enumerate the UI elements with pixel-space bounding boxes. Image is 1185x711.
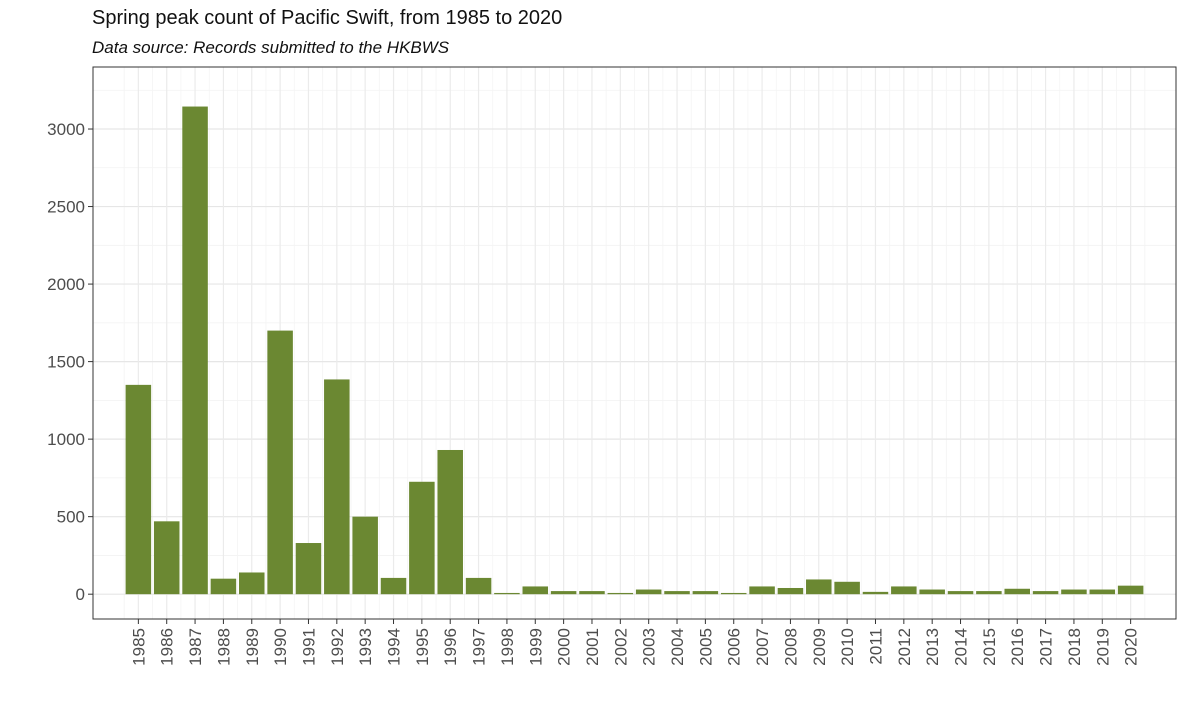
x-tick-label: 2010 xyxy=(838,628,857,666)
x-tick-label: 2001 xyxy=(583,628,602,666)
y-tick-label: 500 xyxy=(57,508,85,527)
bar-2001 xyxy=(579,591,605,595)
x-tick-label: 1988 xyxy=(214,628,233,666)
bar-1999 xyxy=(522,586,549,595)
bar-2003 xyxy=(635,589,662,595)
y-tick-label: 1500 xyxy=(47,353,85,372)
x-tick-label: 1990 xyxy=(271,628,290,666)
bar-2005 xyxy=(692,591,719,595)
bar-1991 xyxy=(295,543,322,595)
bar-1992 xyxy=(324,379,350,595)
x-tick-label: 2007 xyxy=(753,628,772,666)
bar-2016 xyxy=(1004,588,1030,595)
bar-1985 xyxy=(125,384,152,595)
x-tick-label: 2019 xyxy=(1093,628,1112,666)
bar-1997 xyxy=(465,577,492,595)
x-tick-label: 1991 xyxy=(299,628,318,666)
bar-1987 xyxy=(182,106,208,595)
bar-1996 xyxy=(437,449,463,595)
x-tick-label: 1987 xyxy=(186,628,205,666)
x-tick-label: 1992 xyxy=(328,628,347,666)
x-tick-label: 1985 xyxy=(129,628,148,666)
x-tick-label: 1998 xyxy=(498,628,517,666)
bar-2012 xyxy=(891,586,917,595)
bar-2011 xyxy=(862,591,889,595)
bar-2019 xyxy=(1089,589,1116,595)
x-tick-label: 1999 xyxy=(526,628,545,666)
x-tick-label: 1993 xyxy=(356,628,375,666)
bar-2009 xyxy=(806,579,832,595)
bars xyxy=(125,106,1144,595)
x-tick-label: 2020 xyxy=(1122,628,1141,666)
chart-title: Spring peak count of Pacific Swift, from… xyxy=(92,7,563,29)
bar-2020 xyxy=(1117,585,1144,595)
x-tick-label: 2013 xyxy=(923,628,942,666)
y-tick-label: 2500 xyxy=(47,198,85,217)
x-tick-label: 2004 xyxy=(668,628,687,666)
x-tick-label: 2009 xyxy=(810,628,829,666)
bar-1989 xyxy=(239,572,265,595)
x-tick-label: 2003 xyxy=(640,628,659,666)
x-tick-label: 2002 xyxy=(611,628,630,666)
x-tick-label: 2017 xyxy=(1037,628,1056,666)
bar-1988 xyxy=(210,578,237,595)
x-tick-label: 2015 xyxy=(980,628,999,666)
y-tick-label: 2000 xyxy=(47,275,85,294)
x-tick-label: 2012 xyxy=(895,628,914,666)
x-tick-label: 1986 xyxy=(158,628,177,666)
x-tick-label: 1989 xyxy=(243,628,262,666)
minor-gridlines xyxy=(93,67,1176,619)
x-axis: 1985 1986 1987 1988 1989 1990 1991 1992 1993 1994… xyxy=(129,619,1141,666)
bar-2006 xyxy=(720,592,747,595)
bar-1990 xyxy=(267,330,293,595)
y-axis: 0 500 1000 1500 2000 2500 3000 xyxy=(47,120,93,604)
bar-1994 xyxy=(380,577,407,595)
bar-2010 xyxy=(834,581,860,595)
bar-2007 xyxy=(749,586,775,595)
bar-2018 xyxy=(1061,589,1087,595)
y-tick-label: 3000 xyxy=(47,120,85,139)
panel-border xyxy=(92,66,1177,620)
bar-1995 xyxy=(409,481,435,595)
y-tick-label: 0 xyxy=(76,585,85,604)
x-tick-label: 1997 xyxy=(470,628,489,666)
chart-subtitle: Data source: Records submitted to the HK… xyxy=(92,38,450,57)
bar-2013 xyxy=(919,589,945,595)
bar-2004 xyxy=(664,591,690,595)
x-tick-label: 2011 xyxy=(866,628,885,665)
x-tick-label: 2005 xyxy=(696,628,715,666)
bar-1998 xyxy=(494,592,520,595)
bar-2017 xyxy=(1032,591,1059,595)
x-tick-label: 2014 xyxy=(952,628,971,666)
bar-2015 xyxy=(976,591,1002,595)
bar-2008 xyxy=(777,587,804,595)
bar-2000 xyxy=(550,591,577,595)
x-tick-label: 1994 xyxy=(385,628,404,666)
x-tick-label: 2000 xyxy=(555,628,574,666)
y-tick-label: 1000 xyxy=(47,430,85,449)
x-tick-label: 2008 xyxy=(781,628,800,666)
bar-2002 xyxy=(607,592,634,595)
x-tick-label: 1996 xyxy=(441,628,460,666)
x-tick-label: 2006 xyxy=(725,628,744,666)
bar-1986 xyxy=(153,521,180,595)
x-tick-label: 1995 xyxy=(413,628,432,666)
x-tick-label: 2018 xyxy=(1065,628,1084,666)
bar-1993 xyxy=(352,516,378,595)
x-tick-label: 2016 xyxy=(1008,628,1027,666)
bar-2014 xyxy=(947,591,974,595)
